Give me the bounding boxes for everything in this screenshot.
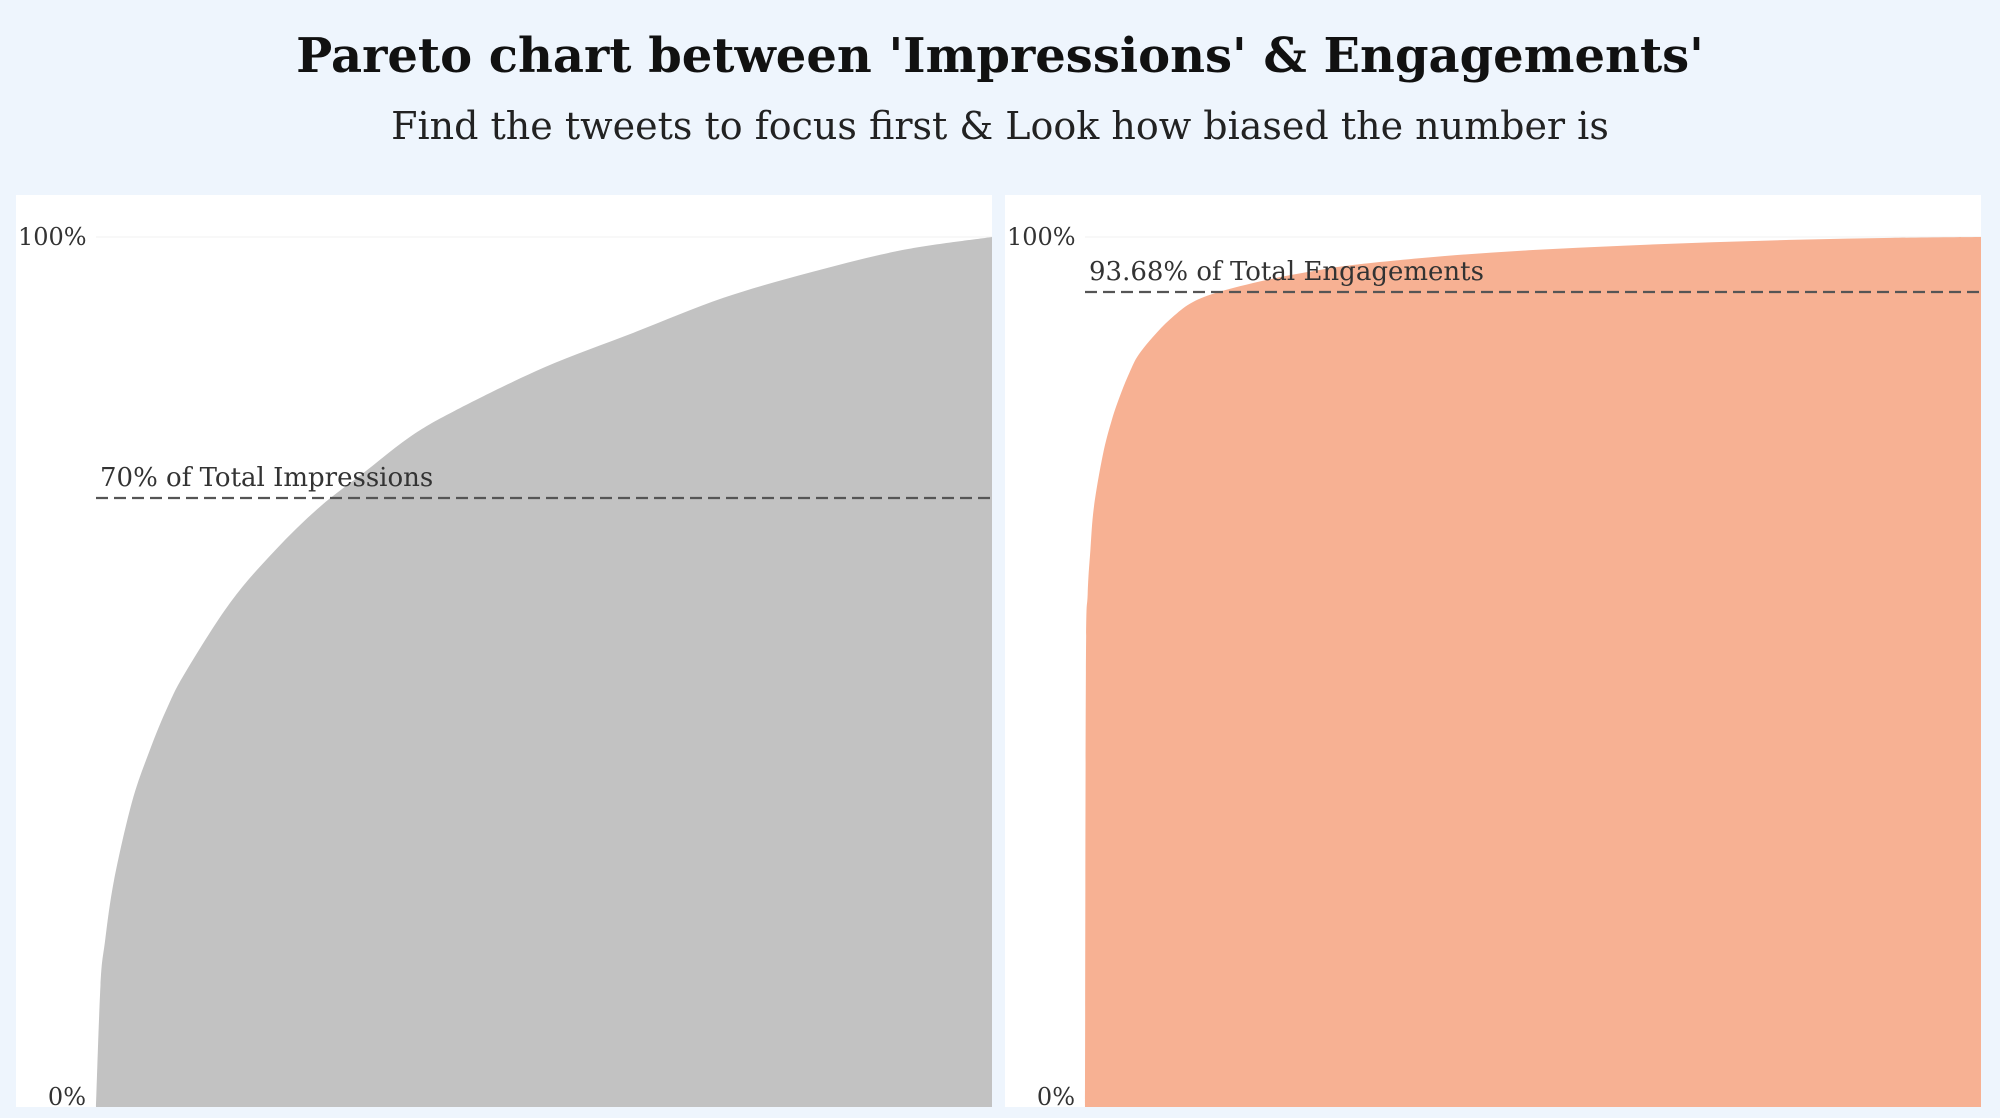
engagements-pareto-chart: 93.68% of Total Engagements 100% 0%: [1007, 223, 1981, 1107]
page-title: Pareto chart between 'Impressions' & Eng…: [296, 28, 1704, 84]
reference-label-impressions: 70% of Total Impressions: [100, 463, 433, 493]
y-tick-label-0: 0%: [1037, 1083, 1075, 1107]
engagements-pareto-panel: 93.68% of Total Engagements 100% 0%: [1005, 195, 1981, 1107]
y-tick-label-0: 0%: [48, 1083, 86, 1107]
impressions-pareto-chart: 70% of Total Impressions 100% 0%: [18, 223, 992, 1107]
y-tick-label-100: 100%: [1007, 223, 1076, 251]
cumulative-area-engagements: [1085, 237, 1981, 1107]
reference-label-engagements: 93.68% of Total Engagements: [1089, 257, 1484, 287]
impressions-pareto-panel: 70% of Total Impressions 100% 0%: [16, 195, 992, 1107]
page-subtitle: Find the tweets to focus first & Look ho…: [391, 104, 1609, 148]
cumulative-area-impressions: [96, 237, 992, 1107]
y-tick-label-100: 100%: [18, 223, 87, 251]
